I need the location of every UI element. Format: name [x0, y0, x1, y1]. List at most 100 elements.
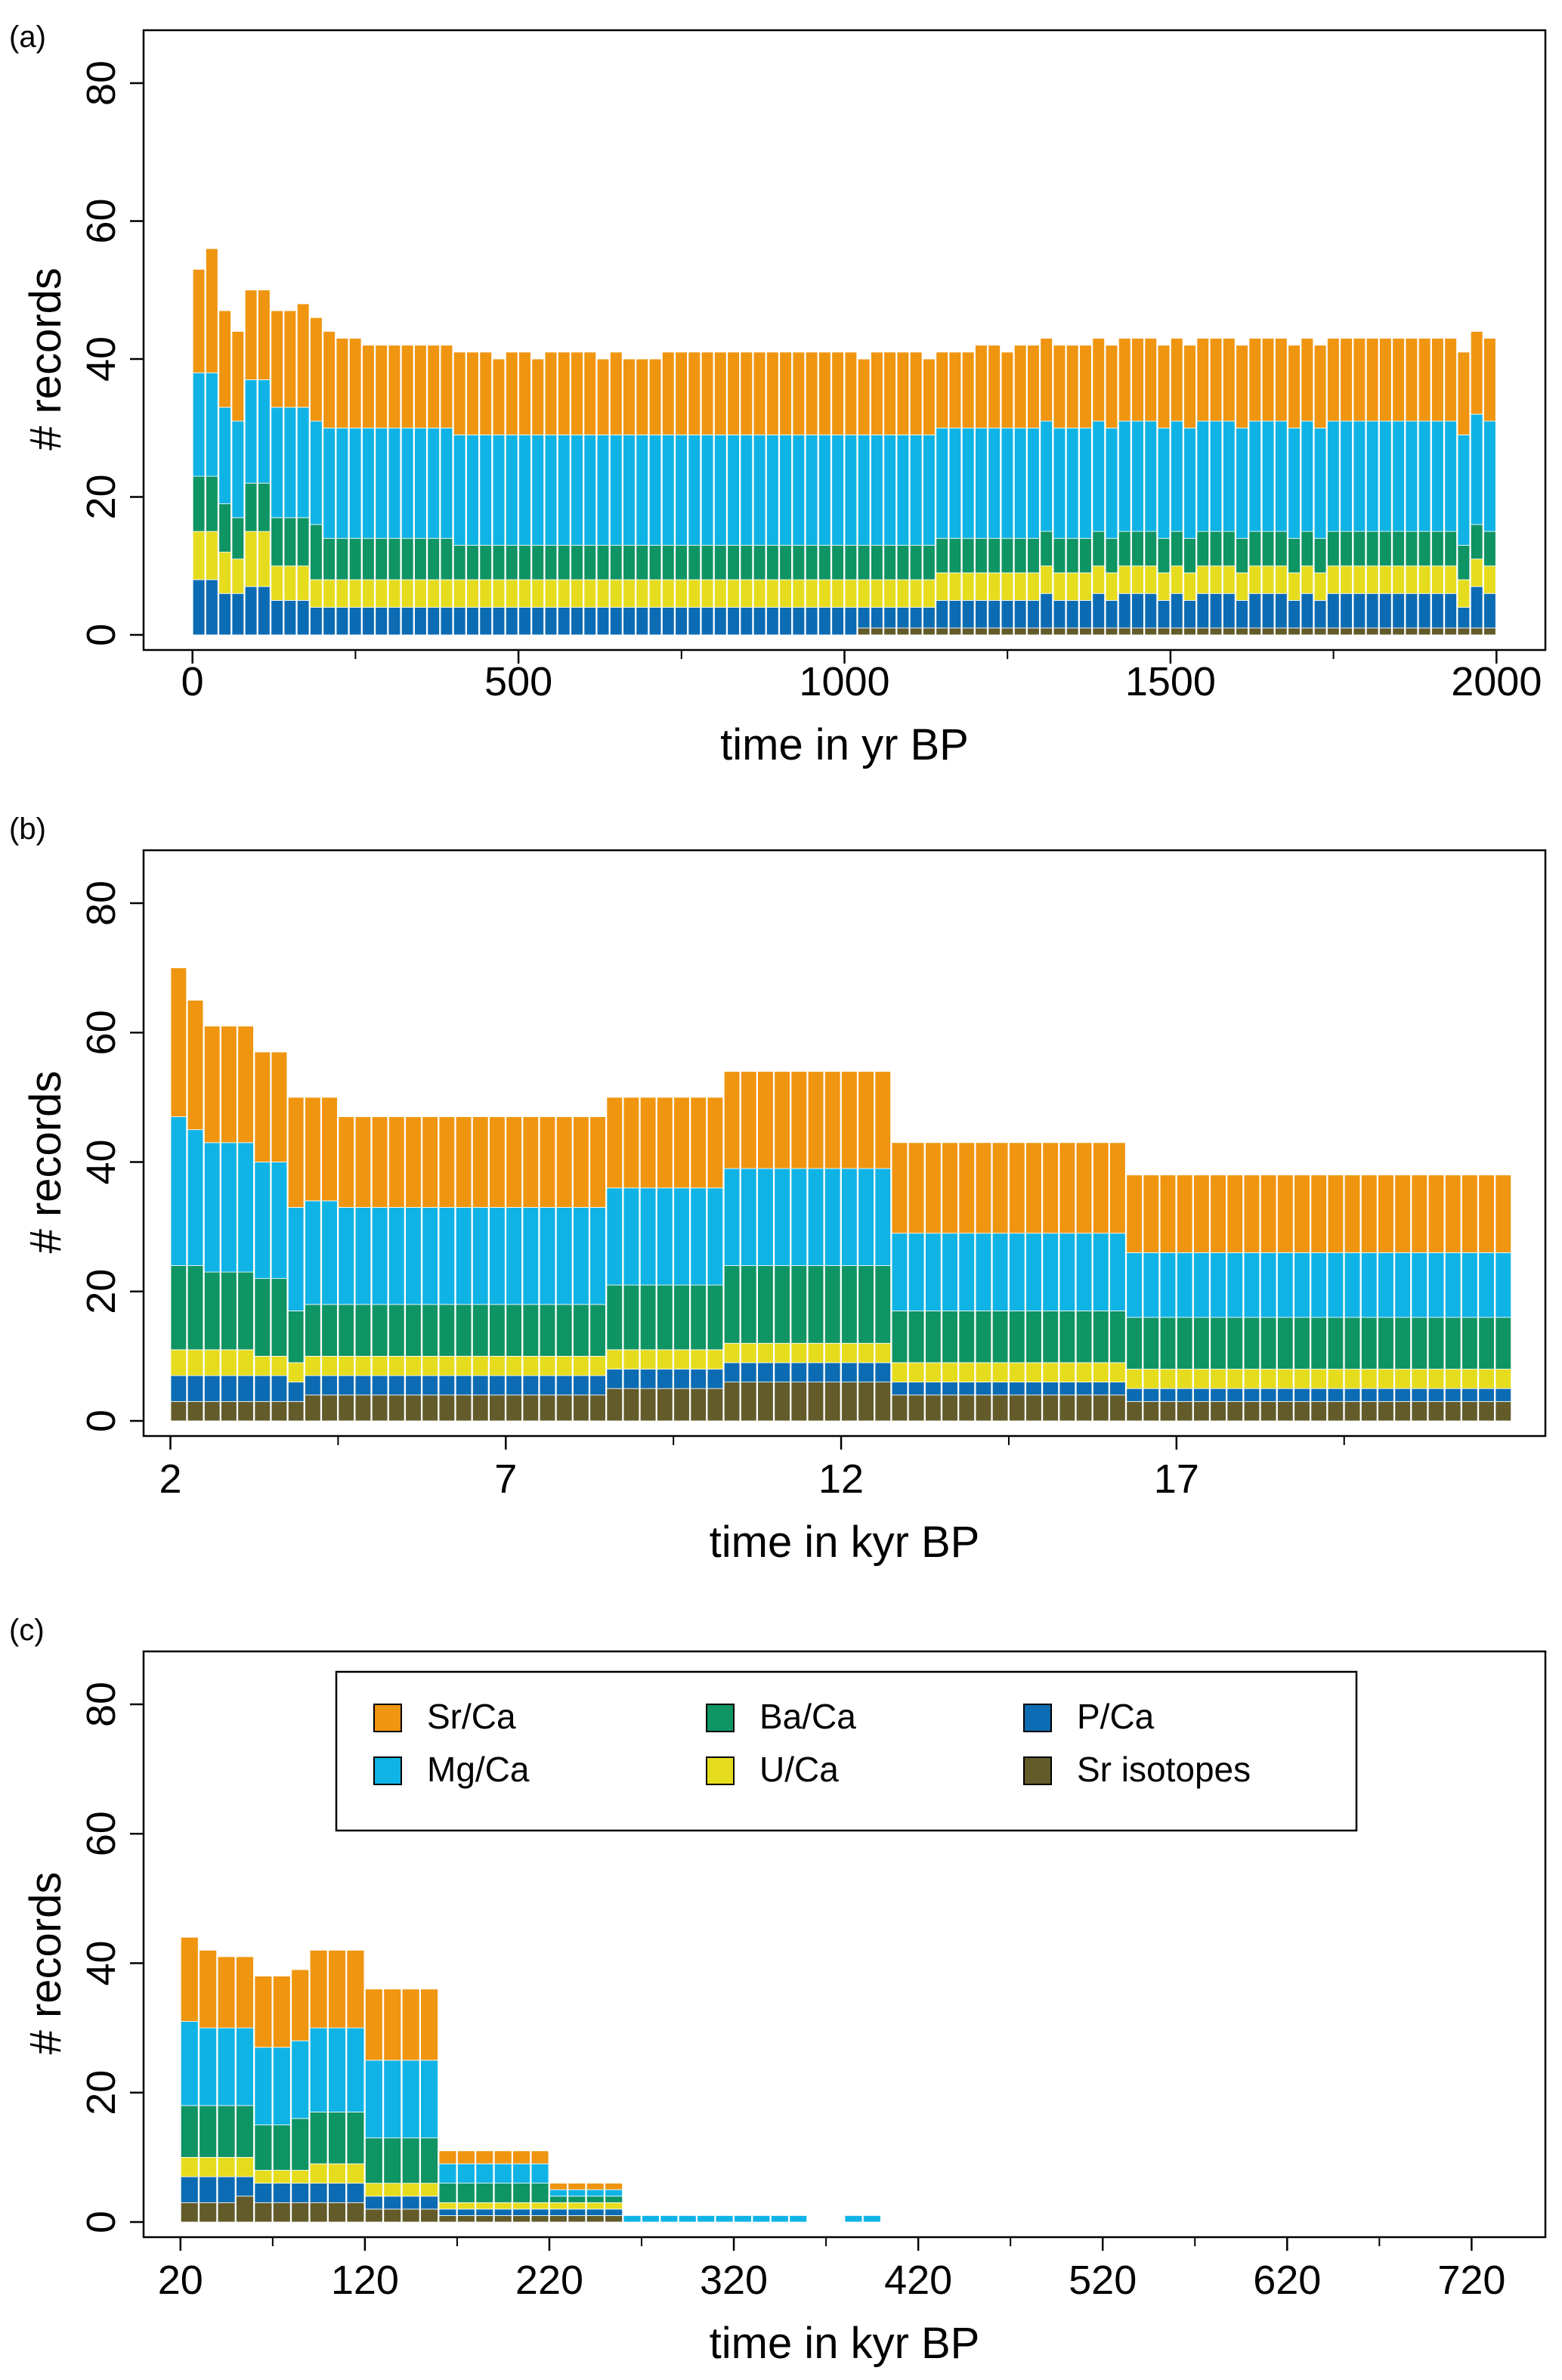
bar-p-ca: [1059, 1382, 1076, 1396]
bar-sr-ca: [1042, 1142, 1059, 1234]
bar-mg-ca: [321, 1200, 338, 1305]
bar-ba-ca: [231, 517, 245, 560]
bar-mg-ca: [539, 1207, 556, 1305]
x-tick-label: 7: [494, 1456, 517, 1502]
bar-p-ca: [305, 1375, 321, 1396]
bar-u-ca: [296, 565, 310, 601]
bar-sr-ca: [1366, 338, 1379, 422]
bar-sr-ca: [1027, 345, 1040, 429]
bar-u-ca: [805, 579, 818, 608]
bar-p-ca: [1378, 1388, 1394, 1402]
bar-mg-ca: [589, 1207, 606, 1305]
bar-sr-iso: [493, 2215, 512, 2223]
bar-ba-ca: [609, 544, 623, 580]
bar-ba-ca: [244, 482, 258, 532]
bar-sr-iso: [1131, 627, 1144, 636]
bar-sr-iso: [383, 2208, 402, 2223]
bar-sr-iso: [723, 1382, 741, 1422]
bar-p-ca: [606, 1369, 623, 1389]
bar-ba-ca: [420, 2137, 438, 2184]
bar-u-ca: [244, 531, 258, 587]
bar-ba-ca: [1109, 1311, 1126, 1363]
bar-mg-ca: [1294, 1252, 1310, 1318]
bar-ba-ca: [1461, 1317, 1478, 1370]
bar-p-ca: [707, 1369, 724, 1389]
bar-ba-ca: [741, 1265, 757, 1344]
bar-u-ca: [975, 1362, 992, 1383]
bar-sr-ca: [891, 1142, 908, 1234]
bar-mg-ca: [1405, 420, 1418, 532]
bar-mg-ca: [1105, 427, 1118, 539]
bar-ba-ca: [1483, 531, 1496, 567]
bar-sr-ca: [727, 351, 740, 435]
bar-p-ca: [438, 1375, 456, 1396]
bar-sr-iso: [1243, 1400, 1260, 1422]
bar-mg-ca: [371, 1207, 388, 1305]
bar-p-ca: [871, 607, 883, 629]
bar-ba-ca: [296, 517, 310, 567]
bar-sr-ca: [807, 1071, 824, 1169]
bar-ba-ca: [1027, 537, 1040, 574]
bar-ba-ca: [1223, 531, 1236, 567]
bar-p-ca: [662, 607, 675, 636]
bar-mg-ca: [948, 427, 962, 539]
bar-sr-ca: [254, 1976, 273, 2048]
bar-sr-ca: [1310, 1175, 1327, 1253]
bar-mg-ca: [908, 1233, 925, 1311]
bar-sr-iso: [1444, 1400, 1461, 1422]
bar-p-ca: [596, 607, 610, 636]
bar-u-ca: [1478, 1369, 1495, 1389]
bar-mg-ca: [427, 427, 440, 539]
bar-sr-ca: [287, 1097, 305, 1208]
bar-u-ca: [518, 579, 531, 608]
bar-u-ca: [1013, 572, 1027, 601]
bar-sr-ca: [539, 1116, 556, 1208]
bar-u-ca: [858, 1342, 874, 1363]
bar-sr-ca: [774, 1071, 790, 1169]
bar-ba-ca: [1288, 537, 1301, 574]
bar-ba-ca: [805, 544, 818, 580]
bar-sr-iso: [1392, 627, 1405, 636]
bar-u-ca: [549, 2202, 568, 2210]
y-tick-label: 60: [79, 1010, 124, 1055]
bar-p-ca: [568, 2208, 586, 2216]
y-tick-label: 20: [79, 2070, 124, 2115]
bar-u-ca: [1344, 1369, 1361, 1389]
bar-u-ca: [1025, 1362, 1042, 1383]
bar-sr-ca: [1457, 351, 1471, 435]
bar-sr-ca: [438, 2150, 457, 2165]
bar-u-ca: [348, 579, 362, 608]
bar-sr-iso: [1427, 1400, 1445, 1422]
bar-mg-ca: [1027, 427, 1040, 539]
x-tick-label: 2000: [1451, 659, 1542, 704]
bar-ba-ca: [1144, 531, 1158, 567]
bar-u-ca: [1275, 565, 1288, 594]
bar-p-ca: [1294, 1388, 1310, 1402]
bar-p-ca: [338, 1375, 354, 1396]
bar-u-ca: [757, 1342, 774, 1363]
bar-ba-ca: [180, 2105, 199, 2158]
bar-sr-iso: [606, 1388, 623, 1422]
bar-u-ca: [831, 579, 844, 608]
bar-sr-ca: [362, 345, 375, 429]
bar-p-ca: [206, 579, 218, 636]
bar-ba-ca: [323, 537, 336, 580]
bar-ba-ca: [571, 544, 583, 580]
bar-sr-ca: [530, 2150, 549, 2165]
bar-sr-ca: [690, 1097, 707, 1189]
bar-ba-ca: [790, 1265, 808, 1344]
bar-p-ca: [1126, 1388, 1143, 1402]
bar-sr-ca: [1040, 338, 1053, 422]
bar-ba-ca: [1075, 1311, 1093, 1363]
y-axis-title: # records: [21, 1872, 70, 2055]
bar-sr-iso: [1009, 1394, 1025, 1422]
bar-p-ca: [383, 2196, 402, 2210]
bar-sr-ca: [518, 351, 531, 435]
bar-sr-ca: [506, 1116, 522, 1208]
bar-ba-ca: [636, 544, 649, 580]
bar-u-ca: [287, 1362, 305, 1383]
bar-ba-ca: [673, 1284, 690, 1351]
bar-sr-iso: [305, 1394, 321, 1422]
y-tick-label: 20: [79, 474, 124, 519]
bar-ba-ca: [844, 544, 858, 580]
